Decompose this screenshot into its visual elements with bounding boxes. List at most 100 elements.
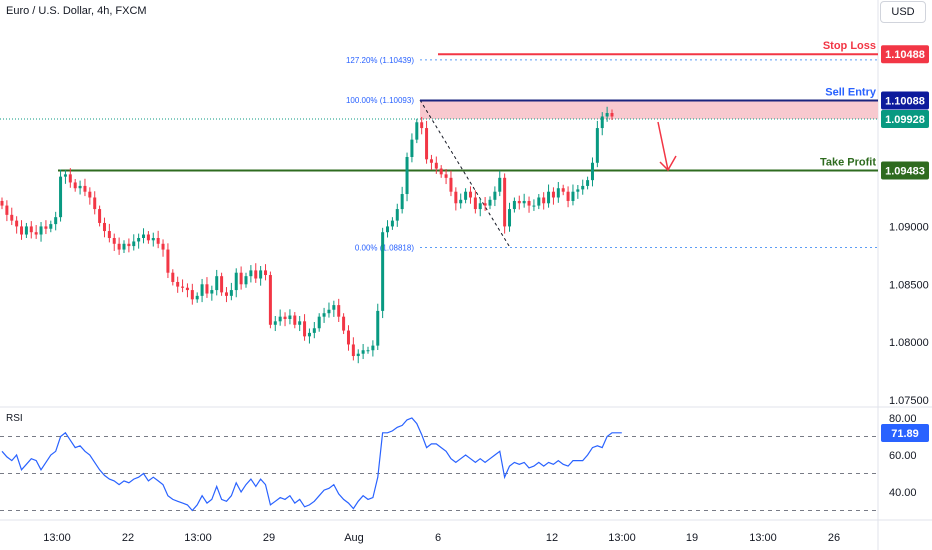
rsi-tick-label: 40.00 [889, 487, 917, 499]
candle-body [327, 309, 331, 314]
candle-body [400, 194, 404, 210]
candle-body [459, 199, 463, 204]
candle-body [610, 113, 614, 117]
candle-body [512, 200, 516, 210]
fib-level-label: 100.00% (1.10093) [346, 96, 414, 105]
candle-body [54, 217, 58, 225]
candle-body [356, 353, 360, 357]
candle-body [117, 243, 121, 250]
candle-body [107, 231, 111, 238]
sell-entry-text: Sell Entry [825, 87, 877, 99]
y-tick-label: 1.07500 [889, 395, 929, 407]
candle-body [137, 237, 141, 242]
candle-body [473, 197, 477, 210]
candle-body [415, 122, 419, 140]
x-tick-label: 13:00 [43, 532, 71, 544]
overlay: 127.20% (1.10439) 100.00% (1.10093) 0.00% … [0, 40, 878, 252]
candle-body [112, 237, 116, 244]
candle-body [98, 209, 102, 223]
candle-body [5, 205, 9, 215]
candle-body [254, 270, 258, 279]
candle-body [283, 316, 287, 319]
candle-body [88, 191, 92, 198]
candle-body [425, 128, 429, 160]
candle-body [483, 203, 487, 206]
candle-body [293, 315, 297, 325]
stop-loss-value: 1.10488 [885, 49, 925, 61]
candle-body [522, 200, 526, 204]
candle-body [390, 220, 394, 227]
candle-body [381, 232, 385, 311]
candle-body [303, 321, 307, 337]
candle-body [439, 168, 443, 175]
candle-body [259, 270, 263, 279]
y-tick-label: 1.08000 [889, 337, 929, 349]
candle-body [478, 203, 482, 210]
candle-body [395, 209, 399, 221]
candle-body [73, 182, 77, 189]
candle-body [249, 270, 253, 277]
candle-body [498, 177, 502, 192]
down-arrowhead [659, 155, 677, 172]
candle-body [503, 177, 507, 227]
candle-body [551, 191, 555, 198]
down-arrow [657, 121, 669, 171]
candle-body [210, 290, 214, 294]
candle-body [590, 162, 594, 181]
candle-body [15, 220, 19, 227]
candle-body [307, 332, 311, 337]
x-tick-label: 29 [263, 532, 275, 544]
candle-body [234, 272, 238, 291]
candle-body [434, 162, 438, 169]
candle-body [371, 345, 375, 351]
candle-body [376, 310, 380, 346]
candle-body [488, 199, 492, 206]
candle-body [405, 156, 409, 195]
rsi-tick-label: 80.00 [889, 413, 917, 425]
currency-button[interactable]: USD [880, 1, 926, 23]
x-tick-label: 12 [546, 532, 558, 544]
candle-body [181, 286, 185, 288]
rsi-line [1, 417, 622, 512]
candle-body [312, 328, 316, 333]
candle-body [78, 185, 82, 189]
candle-body [581, 185, 585, 190]
candle-body [273, 321, 277, 325]
candle-body [195, 295, 199, 300]
y-tick-label: 1.09000 [889, 221, 929, 233]
take-profit-text: Take Profit [820, 157, 876, 169]
candle-body [229, 290, 233, 296]
candle-body [10, 214, 14, 221]
candle-body [264, 270, 268, 276]
candle-body [386, 226, 390, 233]
candle-body [561, 188, 565, 192]
candle-body [156, 237, 160, 244]
x-tick-label: 13:00 [749, 532, 777, 544]
candle-body [142, 234, 146, 238]
x-tick-label: 26 [828, 532, 840, 544]
candle-body [361, 350, 365, 354]
sell-zone [420, 100, 878, 120]
candle-body [332, 305, 336, 310]
candle-body [68, 174, 72, 183]
candle-body [205, 284, 209, 294]
candle-body [63, 174, 67, 177]
candle-body [44, 226, 48, 229]
candle-body [176, 281, 180, 287]
candle-body [322, 313, 326, 317]
candle-body [185, 287, 189, 291]
candle-body [278, 316, 282, 322]
x-tick-label: 19 [686, 532, 698, 544]
y-tick-label: 1.08500 [889, 279, 929, 291]
candle-body [527, 200, 531, 206]
fib-level-label: 127.20% (1.10439) [346, 56, 414, 65]
candle-body [556, 188, 560, 198]
candle-body [24, 226, 28, 235]
candle-body [268, 275, 272, 325]
candle-body [566, 191, 570, 201]
candle-body [342, 316, 346, 331]
x-tick-label: 22 [122, 532, 134, 544]
candle-body [20, 226, 24, 235]
candle-body [83, 185, 87, 192]
